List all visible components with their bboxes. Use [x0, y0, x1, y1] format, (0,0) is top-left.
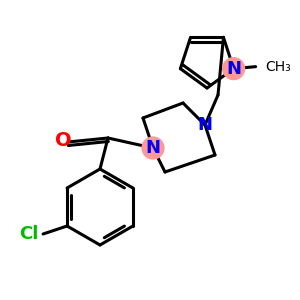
Text: CH₃: CH₃: [266, 60, 291, 74]
Point: [151, 146, 155, 150]
Text: N: N: [226, 60, 241, 78]
Text: N: N: [197, 116, 212, 134]
Text: O: O: [55, 130, 71, 149]
Text: Cl: Cl: [20, 225, 39, 243]
Text: N: N: [146, 139, 160, 157]
Point: [231, 66, 236, 71]
